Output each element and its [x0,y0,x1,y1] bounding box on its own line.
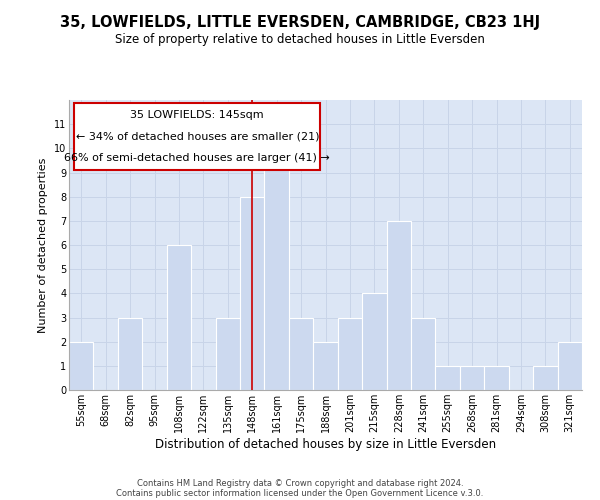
Y-axis label: Number of detached properties: Number of detached properties [38,158,49,332]
Text: 35, LOWFIELDS, LITTLE EVERSDEN, CAMBRIDGE, CB23 1HJ: 35, LOWFIELDS, LITTLE EVERSDEN, CAMBRIDG… [60,15,540,30]
X-axis label: Distribution of detached houses by size in Little Eversden: Distribution of detached houses by size … [155,438,496,451]
FancyBboxPatch shape [74,103,320,170]
Bar [167,245,191,390]
Text: ← 34% of detached houses are smaller (21): ← 34% of detached houses are smaller (21… [76,132,319,141]
Bar [215,318,240,390]
Bar [533,366,557,390]
Bar [240,196,265,390]
Bar [118,318,142,390]
Text: 35 LOWFIELDS: 145sqm: 35 LOWFIELDS: 145sqm [130,110,264,120]
Bar [557,342,582,390]
Text: Contains HM Land Registry data © Crown copyright and database right 2024.: Contains HM Land Registry data © Crown c… [137,478,463,488]
Bar [460,366,484,390]
Text: 66% of semi-detached houses are larger (41) →: 66% of semi-detached houses are larger (… [64,152,330,162]
Bar [436,366,460,390]
Bar [265,148,289,390]
Bar [411,318,436,390]
Bar [338,318,362,390]
Bar [362,294,386,390]
Bar [69,342,94,390]
Bar [289,318,313,390]
Bar [484,366,509,390]
Bar [313,342,338,390]
Text: Contains public sector information licensed under the Open Government Licence v.: Contains public sector information licen… [116,488,484,498]
Text: Size of property relative to detached houses in Little Eversden: Size of property relative to detached ho… [115,32,485,46]
Bar [386,221,411,390]
